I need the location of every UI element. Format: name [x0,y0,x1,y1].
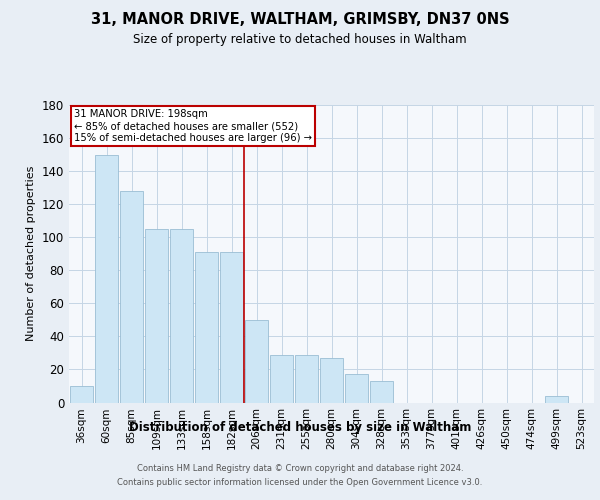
Bar [370,381,393,402]
Bar [545,396,568,402]
Bar [120,191,143,402]
Bar [320,358,343,403]
Y-axis label: Number of detached properties: Number of detached properties [26,166,36,342]
Bar [95,154,118,402]
Text: 31, MANOR DRIVE, WALTHAM, GRIMSBY, DN37 0NS: 31, MANOR DRIVE, WALTHAM, GRIMSBY, DN37 … [91,12,509,28]
Bar [70,386,93,402]
Bar [345,374,368,402]
Bar [195,252,218,402]
Bar [145,229,168,402]
Text: Size of property relative to detached houses in Waltham: Size of property relative to detached ho… [133,32,467,46]
Text: Contains public sector information licensed under the Open Government Licence v3: Contains public sector information licen… [118,478,482,487]
Bar [245,320,268,402]
Text: Contains HM Land Registry data © Crown copyright and database right 2024.: Contains HM Land Registry data © Crown c… [137,464,463,473]
Bar [220,252,243,402]
Text: 31 MANOR DRIVE: 198sqm
← 85% of detached houses are smaller (552)
15% of semi-de: 31 MANOR DRIVE: 198sqm ← 85% of detached… [74,110,312,142]
Bar [295,354,318,403]
Text: Distribution of detached houses by size in Waltham: Distribution of detached houses by size … [129,421,471,434]
Bar [270,354,293,403]
Bar [170,229,193,402]
